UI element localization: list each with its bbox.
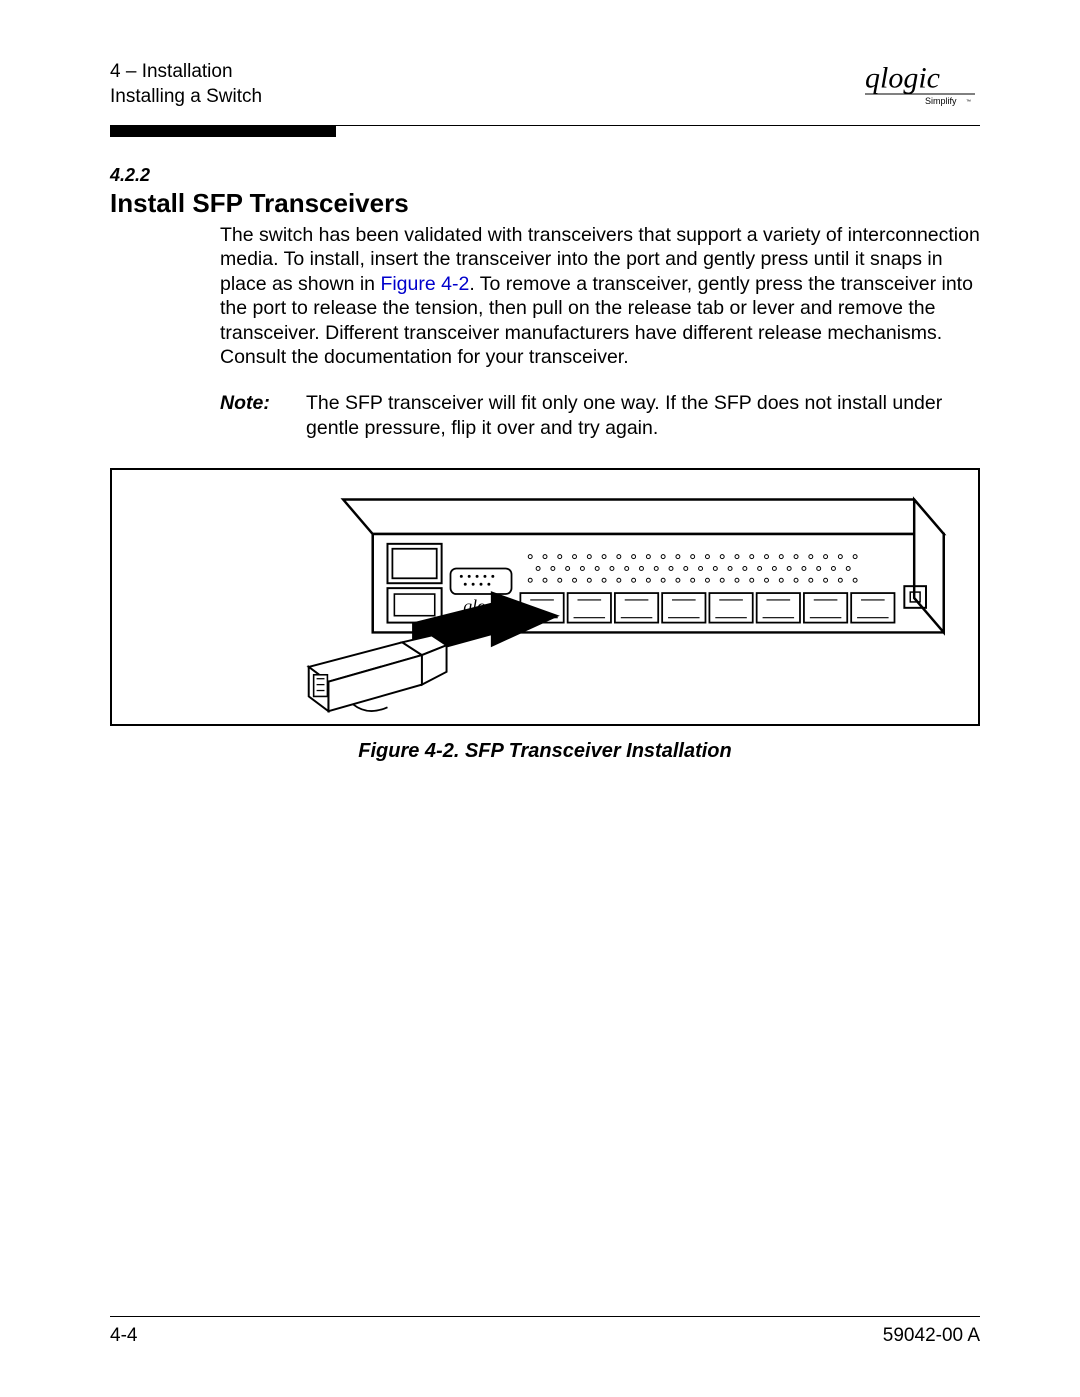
- page: 4 – Installation Installing a Switch qlo…: [0, 0, 1080, 1397]
- body-paragraph: The switch has been validated with trans…: [220, 223, 980, 369]
- page-footer: 4-4 59042-00 A: [110, 1325, 980, 1347]
- page-header: 4 – Installation Installing a Switch qlo…: [110, 60, 980, 115]
- figure-link[interactable]: Figure 4-2: [380, 273, 469, 295]
- svg-text:™: ™: [966, 99, 971, 105]
- qlogic-logo-icon: qlogic Simplify ™: [860, 60, 980, 110]
- figure-caption: Figure 4-2. SFP Transceiver Installation: [110, 740, 980, 763]
- page-number: 4-4: [110, 1325, 137, 1347]
- header-text: 4 – Installation Installing a Switch: [110, 60, 262, 109]
- divider-thin-line: [336, 125, 980, 126]
- logo-block: qlogic Simplify ™: [860, 60, 980, 115]
- divider-thick-bar: [110, 125, 336, 137]
- sfp-installation-illustration: qlogic: [112, 470, 978, 724]
- section-line: Installing a Switch: [110, 85, 262, 110]
- section-number: 4.2.2: [110, 165, 980, 186]
- doc-number: 59042-00 A: [883, 1325, 980, 1347]
- sfp-transceiver-icon: [309, 635, 447, 711]
- footer-divider: [110, 1316, 980, 1317]
- section-title: Install SFP Transceivers: [110, 188, 980, 219]
- figure-box: qlogic: [110, 468, 980, 726]
- note-block: Note: The SFP transceiver will fit only …: [220, 391, 980, 440]
- svg-text:Simplify: Simplify: [925, 96, 957, 106]
- svg-text:qlogic: qlogic: [865, 62, 940, 95]
- header-divider: [110, 125, 980, 137]
- note-text: The SFP transceiver will fit only one wa…: [306, 391, 980, 440]
- note-label: Note:: [220, 391, 306, 440]
- chapter-line: 4 – Installation: [110, 60, 262, 85]
